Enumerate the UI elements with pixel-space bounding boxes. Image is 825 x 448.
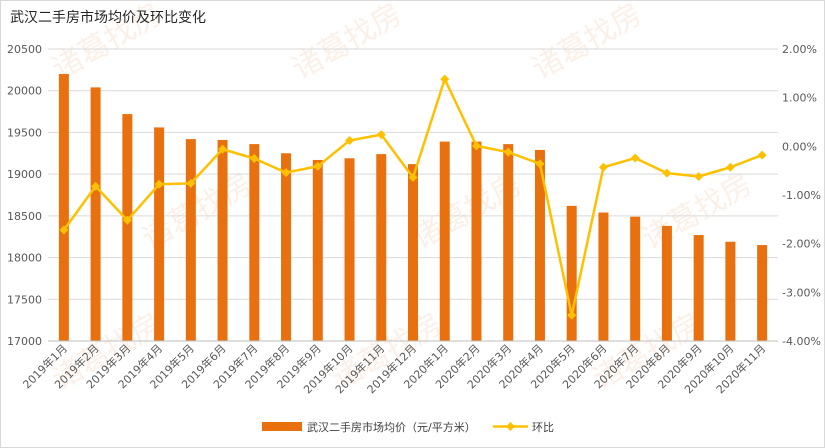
bar-price <box>58 74 69 342</box>
point-mom <box>249 154 259 163</box>
bar-price <box>503 144 514 341</box>
bar-price <box>439 141 450 341</box>
legend-label-mom: 环比 <box>532 421 554 434</box>
bar-price <box>598 212 609 341</box>
bar-price <box>249 144 260 341</box>
legend-swatch-mom-marker <box>506 422 515 431</box>
y-left-tick-label: 20500 <box>7 43 42 56</box>
y-left-tick-label: 17500 <box>7 293 42 306</box>
point-mom <box>471 141 481 151</box>
point-mom <box>345 135 355 145</box>
bar-price <box>534 149 545 341</box>
point-mom <box>535 159 545 169</box>
point-mom <box>757 150 767 160</box>
point-mom <box>662 168 672 178</box>
y-right-tick-label: -4.00% <box>782 335 821 348</box>
bar-price <box>757 245 768 341</box>
bar-price <box>693 235 704 341</box>
bar-price <box>661 225 672 341</box>
bar-price <box>408 164 418 341</box>
point-mom <box>376 130 386 140</box>
bar-price <box>90 87 101 342</box>
y-right-tick-label: -3.00% <box>782 286 821 299</box>
point-mom <box>281 168 291 178</box>
bar-price <box>154 127 165 342</box>
y-left-tick-label: 19500 <box>7 126 42 139</box>
point-mom <box>122 215 132 225</box>
bar-price <box>376 154 387 341</box>
point-mom <box>408 172 418 182</box>
point-mom <box>567 310 577 320</box>
y-left-tick-label: 17000 <box>7 335 42 348</box>
point-mom <box>694 172 704 182</box>
y-right-tick-label: -2.00% <box>782 238 821 251</box>
line-series <box>59 74 767 320</box>
point-mom <box>59 225 69 235</box>
bar-price <box>122 114 133 342</box>
y-right-tick-label: 1.00% <box>782 92 817 105</box>
point-mom <box>725 162 735 172</box>
y-left-tick-label: 20000 <box>7 85 42 98</box>
bar-price <box>725 241 736 341</box>
bar-price <box>471 141 482 341</box>
legend-swatch-price <box>262 422 302 431</box>
point-mom <box>313 161 323 171</box>
point-mom <box>154 179 164 189</box>
bar-price <box>344 158 355 341</box>
point-mom <box>598 162 608 172</box>
bar-price <box>566 205 577 341</box>
legend: 武汉二手房市场均价（元/平方米） 环比 <box>262 420 554 434</box>
legend-label-price: 武汉二手房市场均价（元/平方米） <box>307 420 476 434</box>
y-right-tick-label: 2.00% <box>782 43 817 56</box>
y-left-tick-label: 18500 <box>7 210 42 223</box>
point-mom <box>440 74 450 84</box>
point-mom <box>218 144 228 154</box>
point-mom <box>91 181 101 191</box>
y-right-tick-label: -1.00% <box>782 189 821 202</box>
y-left-tick-label: 19000 <box>7 168 42 181</box>
point-mom <box>630 153 640 163</box>
bar-price <box>312 159 323 341</box>
chart-title: 武汉二手房市场均价及环比变化 <box>10 9 206 26</box>
bar-price <box>185 139 196 341</box>
bar-series <box>58 74 768 342</box>
point-mom <box>186 178 196 188</box>
point-mom <box>503 147 513 157</box>
y-left-tick-label: 18000 <box>7 252 42 265</box>
bar-price <box>281 153 292 341</box>
bar-price <box>217 139 228 341</box>
bar-price <box>630 216 641 341</box>
y-right-tick-label: 0.00% <box>782 140 817 153</box>
